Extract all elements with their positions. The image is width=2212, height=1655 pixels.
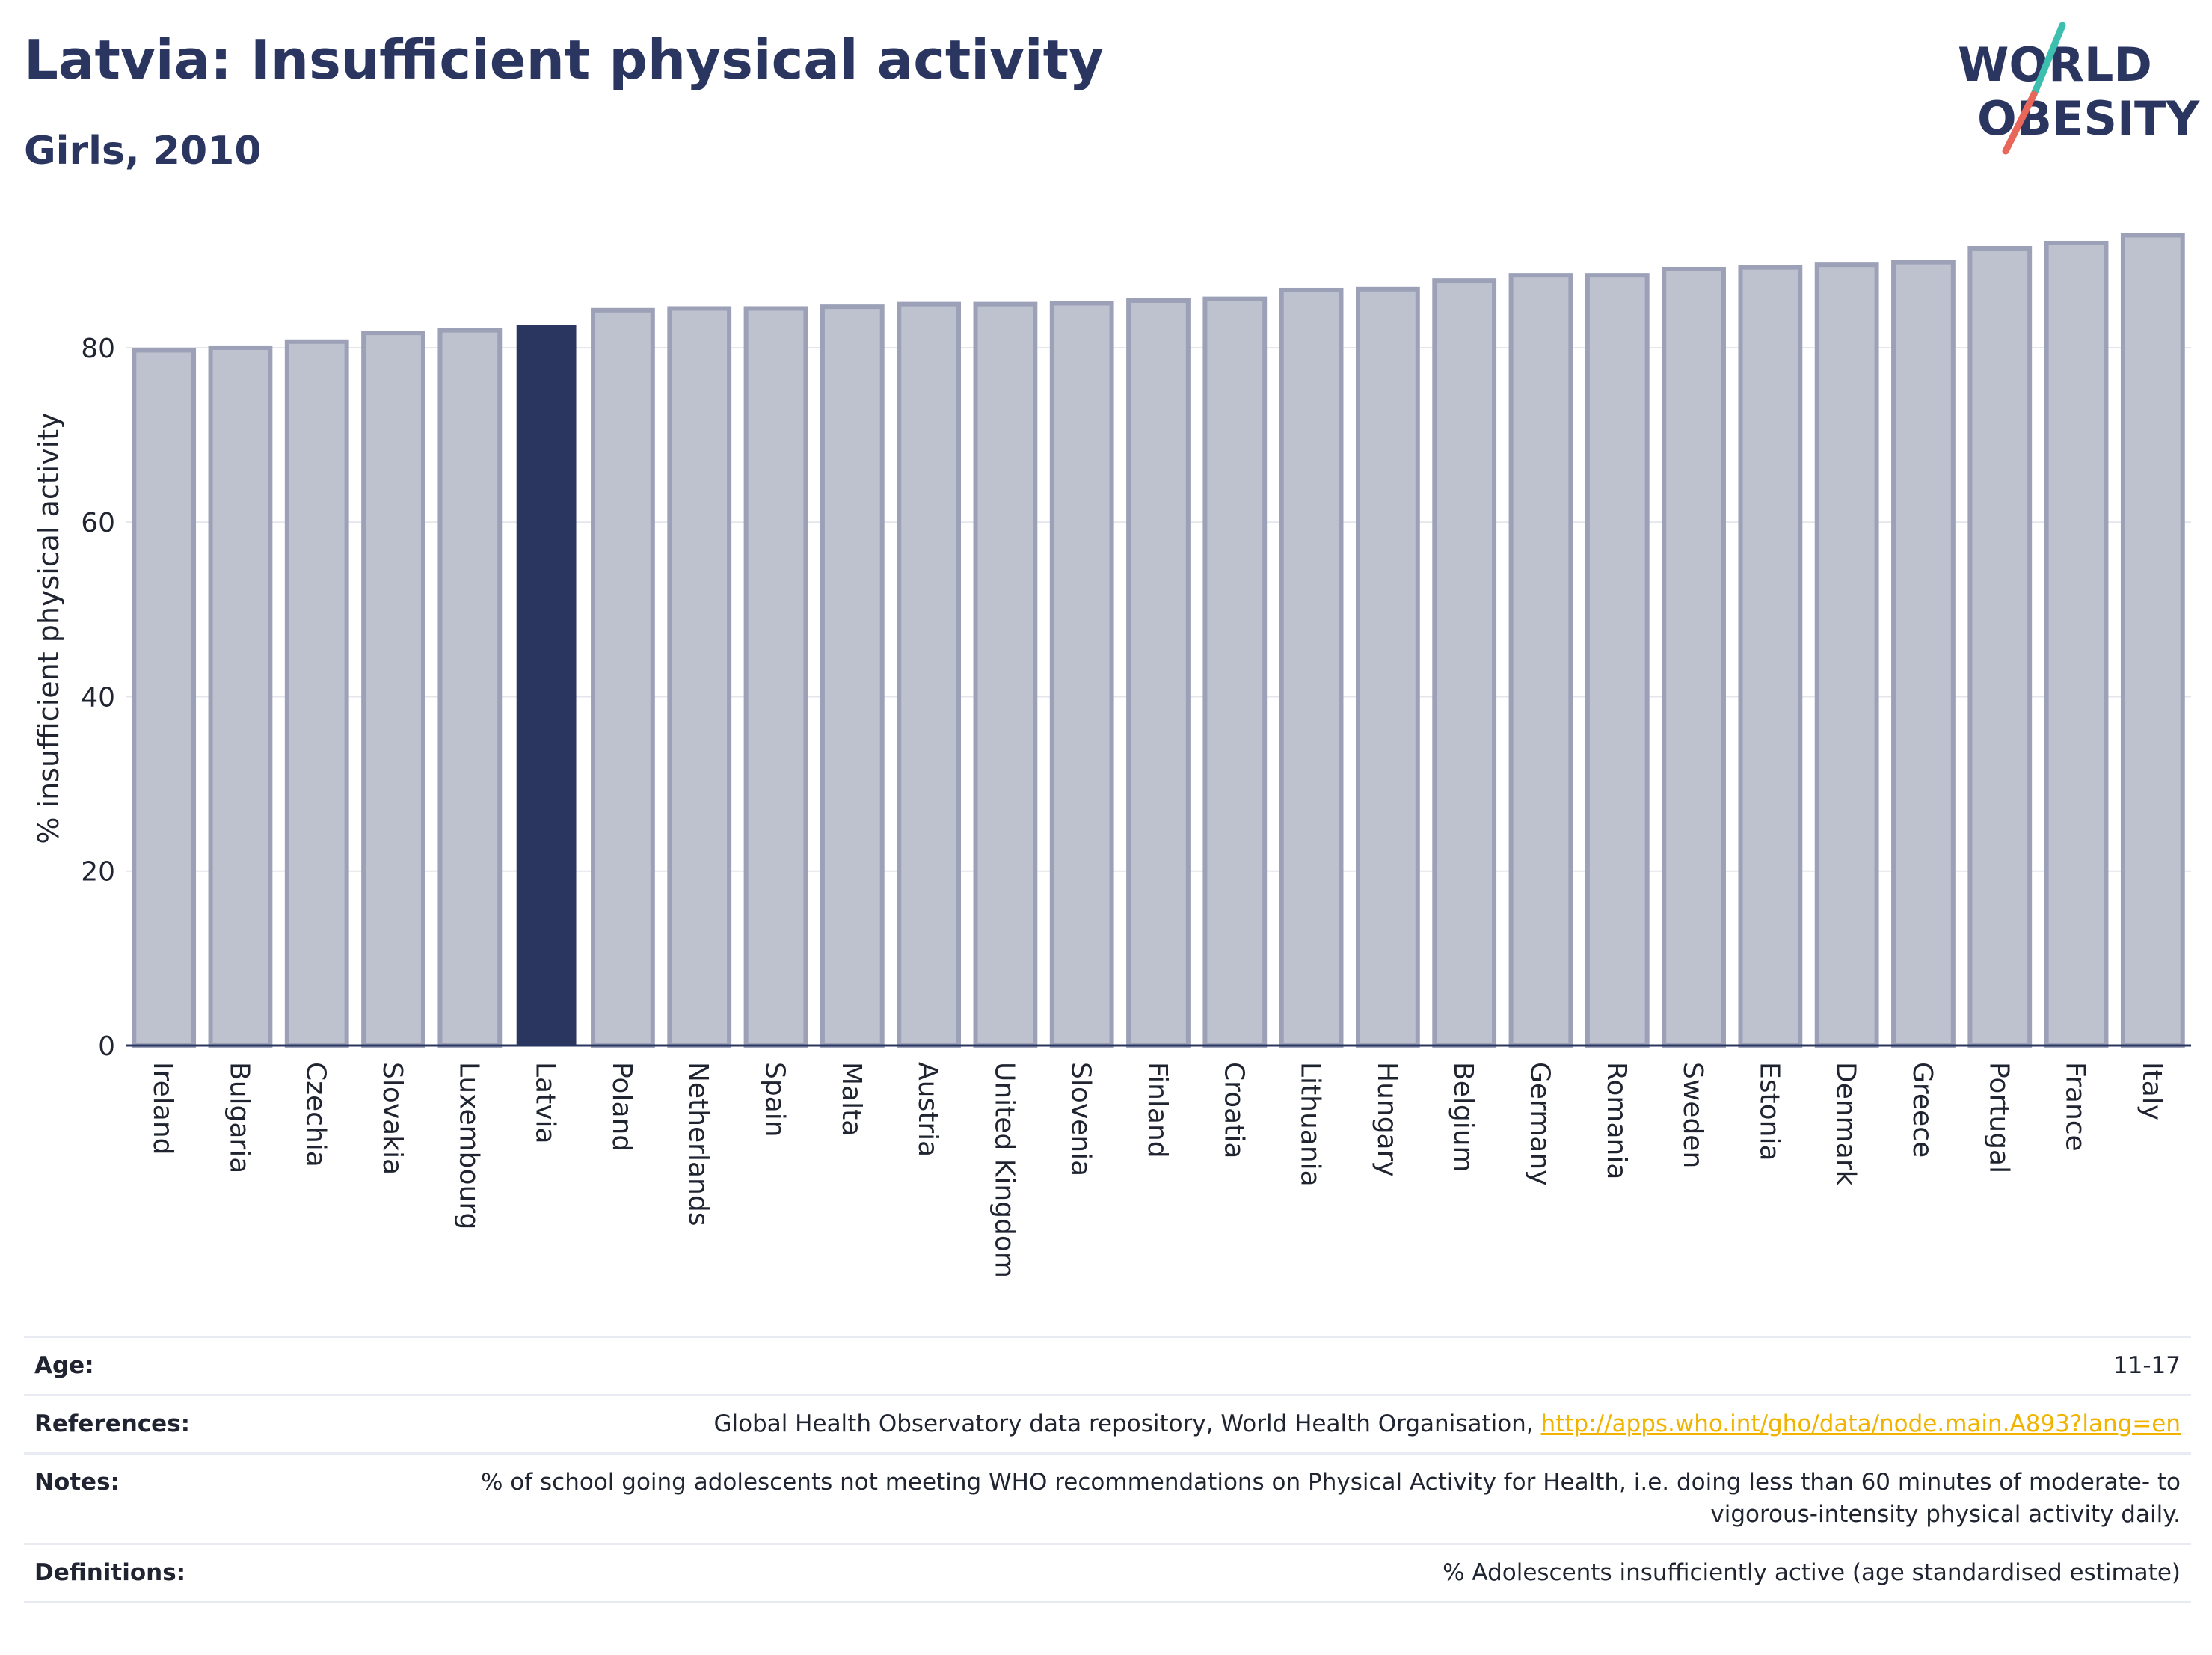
bar-united-kingdom <box>973 301 1038 1048</box>
logo-slash-teal <box>2030 22 2066 98</box>
bar-slovakia <box>361 331 425 1048</box>
references-text: Global Health Observatory data repositor… <box>713 1410 1541 1437</box>
x-tick-label: Finland <box>1142 1062 1173 1158</box>
bar-malta <box>820 304 885 1048</box>
bar-italy <box>2120 233 2185 1048</box>
definitions-value: % Adolescents insufficiently active (age… <box>1443 1559 2181 1586</box>
bar-denmark <box>1814 262 1879 1048</box>
x-tick-label: Portugal <box>1983 1062 2014 1173</box>
y-tick-label: 40 <box>81 682 115 713</box>
bar-chart: 0 20 40 60 80 Ireland Bulgaria Czechia Slovakia… <box>32 233 2191 1278</box>
y-tick-label: 20 <box>81 857 115 888</box>
definitions-label: Definitions: <box>34 1559 186 1586</box>
info-row-references: References: Global Health Observatory da… <box>24 1394 2191 1452</box>
logo-slash-coral <box>2002 90 2038 155</box>
bar-lithuania <box>1279 287 1344 1048</box>
bar-france <box>2044 240 2109 1048</box>
x-tick-label: Belgium <box>1448 1062 1478 1173</box>
bar-austria <box>897 301 962 1048</box>
y-tick-labels: 0 20 40 60 80 <box>81 334 115 1062</box>
chart-title: Latvia: Insufficient physical activity <box>24 28 1104 91</box>
y-tick-label: 60 <box>81 508 115 538</box>
age-value: 11-17 <box>2113 1352 2181 1379</box>
x-tick-label: Germany <box>1524 1062 1555 1185</box>
x-tick-label: Malta <box>836 1062 867 1136</box>
bar-belgium <box>1432 278 1497 1048</box>
bar-romania <box>1585 273 1650 1048</box>
notes-label: Notes: <box>34 1469 120 1496</box>
x-tick-label: Ireland <box>147 1062 178 1155</box>
x-tick-label: Latvia <box>530 1062 561 1144</box>
x-tick-label: Netherlands <box>683 1062 713 1226</box>
x-tick-label: Greece <box>1907 1062 1938 1158</box>
x-tick-label: Estonia <box>1754 1062 1784 1161</box>
info-row-notes: Notes: % of school going adolescents not… <box>24 1452 2191 1543</box>
references-value: Global Health Observatory data repositor… <box>713 1408 2181 1440</box>
x-tick-label: Croatia <box>1218 1062 1249 1158</box>
x-tick-label: Slovakia <box>377 1062 408 1175</box>
bar-czechia <box>284 339 349 1048</box>
bar-spain <box>743 306 808 1048</box>
bar-greece <box>1891 260 1956 1048</box>
bar-poland <box>591 307 655 1048</box>
info-row-age: Age: 11-17 <box>24 1336 2191 1394</box>
x-tick-label: France <box>2060 1062 2091 1152</box>
bar-bulgaria <box>208 345 273 1048</box>
bars <box>132 233 2185 1048</box>
bar-hungary <box>1355 286 1420 1048</box>
references-link[interactable]: http://apps.who.int/gho/data/node.main.A… <box>1540 1410 2181 1437</box>
info-table: Age: 11-17 References: Global Health Obs… <box>24 1336 2191 1603</box>
bar-finland <box>1126 298 1191 1048</box>
bar-germany <box>1508 273 1573 1048</box>
bar-portugal <box>1967 245 2033 1048</box>
x-tick-label: Denmark <box>1831 1062 1861 1186</box>
bar-estonia <box>1738 265 1803 1048</box>
y-tick-label: 80 <box>81 334 115 364</box>
x-tick-label: Hungary <box>1371 1062 1402 1177</box>
x-tick-label: Austria <box>912 1062 943 1157</box>
x-tick-label: United Kingdom <box>989 1062 1019 1278</box>
x-tick-label: Romania <box>1601 1062 1632 1179</box>
world-obesity-logo: WORLD OBESITY <box>1958 22 2200 155</box>
bar-ireland <box>132 348 197 1048</box>
bar-slovenia <box>1049 301 1114 1048</box>
bar-netherlands <box>667 306 732 1048</box>
bar-latvia <box>516 325 577 1045</box>
x-tick-label: Italy <box>2136 1062 2167 1120</box>
x-tick-label: Slovenia <box>1066 1062 1096 1176</box>
age-label: Age: <box>34 1352 94 1379</box>
x-tick-label: Luxembourg <box>453 1062 484 1229</box>
bar-croatia <box>1202 296 1268 1048</box>
y-tick-label: 0 <box>98 1031 115 1062</box>
bar-luxembourg <box>437 328 503 1048</box>
info-row-definitions: Definitions: % Adolescents insufficientl… <box>24 1543 2191 1603</box>
x-tick-label: Bulgaria <box>224 1062 254 1173</box>
x-tick-label: Spain <box>760 1062 790 1137</box>
bar-sweden <box>1662 266 1726 1048</box>
y-axis-label: % insufficient physical activity <box>32 412 65 844</box>
notes-value: % of school going adolescents not meetin… <box>480 1469 2181 1528</box>
x-tick-label: Czechia <box>301 1062 331 1167</box>
x-tick-label: Poland <box>606 1062 637 1152</box>
chart-subtitle: Girls, 2010 <box>24 129 262 174</box>
x-tick-label: Lithuania <box>1295 1062 1326 1187</box>
references-label: References: <box>34 1410 191 1437</box>
x-tick-labels: Ireland Bulgaria Czechia Slovakia Luxembourg… <box>147 1062 2167 1278</box>
x-tick-label: Sweden <box>1677 1062 1708 1168</box>
